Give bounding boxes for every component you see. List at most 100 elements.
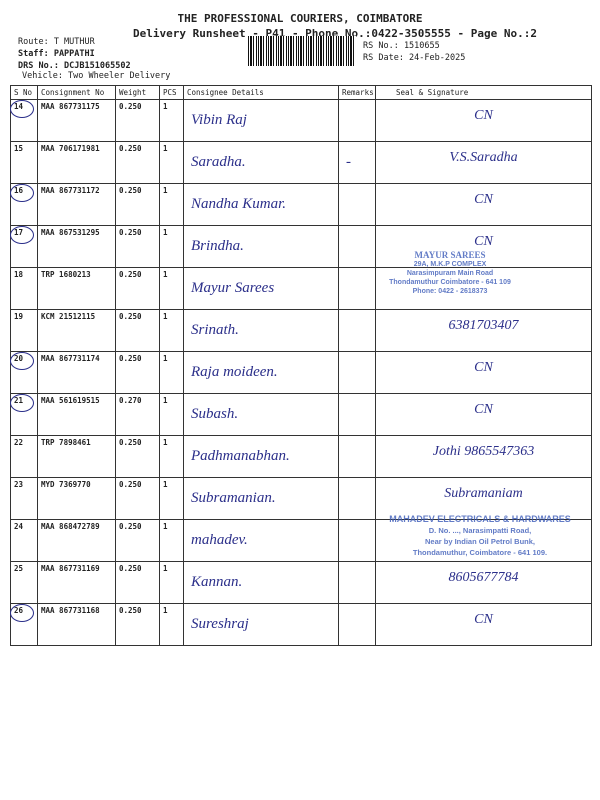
signature: V.S.Saradha [449,150,518,165]
signature-cell: V.S.Saradha [375,141,592,184]
table-header: S No Consignment No Weight PCS Consignee… [10,85,592,100]
consignee-cell: Subramanian. [183,477,339,520]
stamp-line: Near by Indian Oil Petrol Bunk, [424,537,536,546]
sno-cell: 20 [10,351,38,394]
weight: 0.270 [115,393,160,436]
weight: 0.250 [115,183,160,226]
table-row: 22 TRP 7898461 0.250 1 Padhmanabhan. Jothi 98… [10,435,592,478]
consignee-name: Mayur Sarees [191,280,275,296]
weight: 0.250 [115,477,160,520]
pcs: 1 [159,393,184,436]
weight: 0.250 [115,351,160,394]
consignee-cell: mahadev. [183,519,339,562]
pcs: 1 [159,561,184,604]
weight: 0.250 [115,141,160,184]
consignee-name: Nandha Kumar. [191,196,287,212]
pcs: 1 [159,183,184,226]
signature: CN [474,234,493,249]
signature-cell: Subramaniam [375,477,592,520]
weight: 0.250 [115,309,160,352]
signature: Jothi 9865547363 [432,444,535,459]
sno-cell: 22 [10,435,38,478]
consignee-cell: Raja moideen. [183,351,339,394]
circle-mark [10,226,34,244]
signature: CN [474,612,493,627]
consignee-name: Vibin Raj [191,112,247,128]
weight: 0.250 [115,435,160,478]
sno: 24 [14,522,24,531]
table-row: 15 MAA 706171981 0.250 1 Saradha. - V.S.Saradh… [10,141,592,184]
col-consignee: Consignee Details [183,85,339,100]
consignee-cell: Mayur Sarees [183,267,339,310]
consignee-name: mahadev. [191,532,248,548]
pcs: 1 [159,519,184,562]
consignee-name: Saradha. [191,154,246,170]
company-title: THE PROFESSIONAL COURIERS, COIMBATORE [177,12,423,25]
consignee-cell: Subash. [183,393,339,436]
signature: 6381703407 [448,318,519,333]
signature: CN [474,108,493,123]
route: Route: T MUTHUR [18,37,95,47]
circle-mark [10,184,34,202]
pcs: 1 [159,351,184,394]
mayur-stamp: MAYUR SAREES 29A, M.K.P COMPLEX Narasimp… [370,251,530,296]
table-row: 18 TRP 1680213 0.250 1 Mayur Sarees [10,267,592,310]
col-weight: Weight [115,85,160,100]
remarks-cell [338,351,376,394]
sno-cell: 14 [10,99,38,142]
consignment-no: MAA 706171981 [37,141,116,184]
weight: 0.250 [115,99,160,142]
table-row: 25 MAA 867731169 0.250 1 Kannan. 8605677784 [10,561,592,604]
remarks-cell [338,183,376,226]
pcs: 1 [159,309,184,352]
staff: Staff: PAPPATHI [18,49,95,59]
stamp-line: Thondamuthur Coimbatore - 641 109 [389,279,511,286]
signature-cell: CN [375,99,592,142]
consignment-no: MAA 867731168 [37,603,116,646]
sno-cell: 18 [10,267,38,310]
consignee-cell: Padhmanabhan. [183,435,339,478]
table-row: 14 MAA 867731175 0.250 1 Vibin Raj CN [10,99,592,142]
consignee-name: Padhmanabhan. [191,448,290,464]
consignee-name: Raja moideen. [191,364,278,380]
mahadev-stamp: MAHADEV ELECTRICALS & HARDWARES D. No. .… [385,514,575,558]
consignment-no: KCM 21512115 [37,309,116,352]
col-sno: S No [10,85,38,100]
consignment-no: MAA 867531295 [37,225,116,268]
table-row: 21 MAA 561619515 0.270 1 Subash. CN [10,393,592,436]
consignment-no: MAA 561619515 [37,393,116,436]
signature-cell: Jothi 9865547363 [375,435,592,478]
weight: 0.250 [115,267,160,310]
pcs: 1 [159,267,184,310]
consignee-cell: Nandha Kumar. [183,183,339,226]
vehicle: Vehicle: Two Wheeler Delivery [22,71,171,81]
consignee-name: Sureshraj [191,616,249,632]
signature-cell: CN [375,183,592,226]
drs-number: DRS No.: DCJB151065502 [18,61,131,71]
signature: Subramaniam [444,486,523,501]
signature-cell: CN [375,393,592,436]
sno: 18 [14,270,24,279]
remarks-cell [338,561,376,604]
sno-cell: 26 [10,603,38,646]
runsheet-subtitle: Delivery Runsheet - P41 - Phone No.:0422… [133,27,537,40]
rs-date: RS Date: 24-Feb-2025 [363,53,466,63]
stamp-line: MAYUR SAREES [414,250,486,260]
weight: 0.250 [115,603,160,646]
remarks-cell: - [338,141,376,184]
sno: 22 [14,438,24,447]
signature-cell: 6381703407 [375,309,592,352]
sno-cell: 24 [10,519,38,562]
weight: 0.250 [115,519,160,562]
consignment-no: MAA 867731169 [37,561,116,604]
remarks-cell [338,435,376,478]
consignee-cell: Kannan. [183,561,339,604]
stamp-line: Narasimpuram Main Road [406,270,494,277]
barcode [248,36,356,66]
circle-mark [10,100,34,118]
pcs: 1 [159,99,184,142]
sno-cell: 21 [10,393,38,436]
remarks-cell [338,603,376,646]
pcs: 1 [159,141,184,184]
col-signature: Seal & Signature [375,85,592,100]
